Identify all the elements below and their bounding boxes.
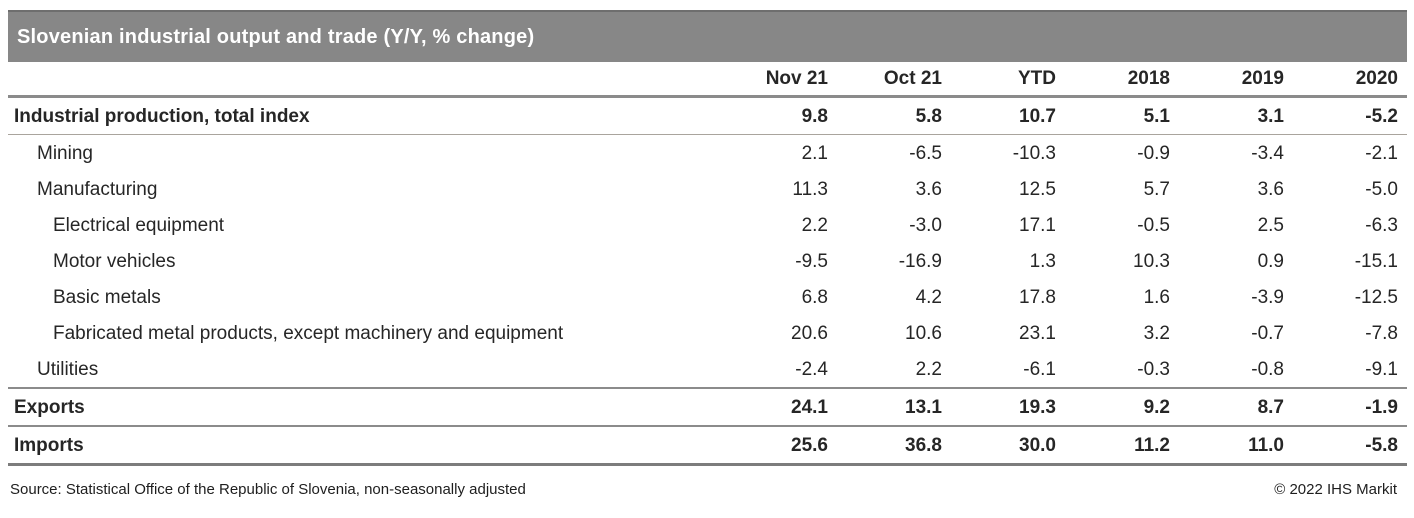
table-row: Utilities -2.4 2.2 -6.1 -0.3 -0.8 -9.1	[8, 351, 1407, 389]
value-cell: -5.8	[1293, 426, 1407, 466]
row-label: Industrial production, total index	[8, 96, 723, 135]
value-cell: 5.7	[1143, 178, 1170, 200]
value-cell: 2.2	[801, 214, 828, 236]
value-cell: 23.1	[1019, 322, 1056, 344]
value-cell: 3.1	[1179, 96, 1293, 135]
header-row: Nov 21 Oct 21 YTD 2018 2019 2020	[8, 62, 1407, 98]
value-cell: 19.3	[951, 388, 1065, 427]
value-cell: 24.1	[723, 388, 837, 427]
value-cell: 10.7	[951, 96, 1065, 135]
value-cell: -0.5	[1137, 214, 1170, 236]
value-cell: 3.6	[1257, 178, 1284, 200]
value-cell: -12.5	[1354, 286, 1398, 308]
value-cell: 30.0	[951, 426, 1065, 466]
column-header-spacer	[8, 62, 723, 98]
table-title: Slovenian industrial output and trade (Y…	[17, 25, 535, 48]
value-cell: -3.9	[1251, 286, 1284, 308]
column-header: 2019	[1179, 62, 1293, 98]
value-cell: 2.2	[837, 351, 951, 389]
row-label: Motor vehicles	[53, 250, 176, 272]
value-cell: -9.5	[795, 250, 828, 272]
column-header: Nov 21	[723, 62, 837, 98]
value-cell: 3.6	[915, 178, 942, 200]
table-row: Motor vehicles -9.5 -16.9 1.3 10.3 0.9 -15.1	[8, 243, 1407, 279]
row-label: Exports	[8, 388, 723, 427]
value-cell: 11.2	[1065, 426, 1179, 466]
value-cell: -0.9	[1137, 142, 1170, 164]
value-cell: -9.1	[1293, 351, 1407, 389]
row-label: Utilities	[8, 351, 723, 389]
value-cell: 11.0	[1179, 426, 1293, 466]
value-cell: -1.9	[1293, 388, 1407, 427]
value-cell: 8.7	[1179, 388, 1293, 427]
value-cell: -10.3	[1012, 142, 1056, 164]
value-cell: 1.3	[1029, 250, 1056, 272]
data-table: Nov 21 Oct 21 YTD 2018 2019 2020 Industrial p…	[8, 62, 1407, 466]
value-cell: -6.3	[1365, 214, 1398, 236]
table-row: Electrical equipment 2.2 -3.0 17.1 -0.5 2.5 -6…	[8, 207, 1407, 243]
row-label: Fabricated metal products, except machin…	[53, 322, 564, 344]
column-header: 2020	[1293, 62, 1407, 98]
value-cell: 5.1	[1065, 96, 1179, 135]
value-cell: 9.8	[723, 96, 837, 135]
value-cell: -0.3	[1065, 351, 1179, 389]
table-row: Exports 24.1 13.1 19.3 9.2 8.7 -1.9	[8, 388, 1407, 427]
value-cell: 10.3	[1133, 250, 1170, 272]
table-row: Basic metals 6.8 4.2 17.8 1.6 -3.9 -12.5	[8, 279, 1407, 315]
footer: Source: Statistical Office of the Republ…	[10, 481, 1397, 498]
table-row: Manufacturing 11.3 3.6 12.5 5.7 3.6 -5.0	[8, 171, 1407, 207]
value-cell: 4.2	[915, 286, 942, 308]
value-cell: 9.2	[1065, 388, 1179, 427]
table-row: Fabricated metal products, except machin…	[8, 315, 1407, 351]
table-header: Nov 21 Oct 21 YTD 2018 2019 2020	[8, 62, 1407, 98]
table-row: Industrial production, total index 9.8 5.8…	[8, 96, 1407, 135]
value-cell: 13.1	[837, 388, 951, 427]
table-row: Imports 25.6 36.8 30.0 11.2 11.0 -5.8	[8, 426, 1407, 466]
value-cell: 2.5	[1257, 214, 1284, 236]
value-cell: 17.8	[1019, 286, 1056, 308]
value-cell: -15.1	[1354, 250, 1398, 272]
value-cell: -6.5	[909, 142, 942, 164]
column-header: Oct 21	[837, 62, 951, 98]
value-cell: -3.4	[1251, 142, 1284, 164]
value-cell: 1.6	[1143, 286, 1170, 308]
value-cell: -7.8	[1365, 322, 1398, 344]
column-header: 2018	[1065, 62, 1179, 98]
table-row: Mining 2.1 -6.5 -10.3 -0.9 -3.4 -2.1	[8, 135, 1407, 172]
value-cell: -5.0	[1365, 178, 1398, 200]
value-cell: 5.8	[837, 96, 951, 135]
row-label: Imports	[8, 426, 723, 466]
row-label: Mining	[37, 142, 93, 164]
row-label: Manufacturing	[37, 178, 158, 200]
value-cell: -3.0	[909, 214, 942, 236]
value-cell: 36.8	[837, 426, 951, 466]
row-label: Electrical equipment	[53, 214, 225, 236]
table-title-bar: Slovenian industrial output and trade (Y…	[8, 10, 1407, 62]
value-cell: 10.6	[905, 322, 942, 344]
value-cell: -5.2	[1293, 96, 1407, 135]
value-cell: 20.6	[791, 322, 828, 344]
table-body: Industrial production, total index 9.8 5.8…	[8, 96, 1407, 466]
value-cell: -2.4	[723, 351, 837, 389]
source-note: Source: Statistical Office of the Republ…	[10, 481, 526, 498]
value-cell: 6.8	[801, 286, 828, 308]
value-cell: 25.6	[723, 426, 837, 466]
value-cell: 0.9	[1257, 250, 1284, 272]
value-cell: 11.3	[792, 178, 828, 200]
value-cell: 3.2	[1143, 322, 1170, 344]
value-cell: -6.1	[951, 351, 1065, 389]
value-cell: 2.1	[801, 142, 828, 164]
column-header: YTD	[951, 62, 1065, 98]
value-cell: 12.5	[1019, 178, 1056, 200]
value-cell: -16.9	[898, 250, 942, 272]
row-label: Basic metals	[53, 286, 161, 308]
report-page: Slovenian industrial output and trade (Y…	[0, 10, 1414, 498]
copyright-note: © 2022 IHS Markit	[1274, 481, 1397, 498]
value-cell: 17.1	[1019, 214, 1056, 236]
value-cell: -0.8	[1179, 351, 1293, 389]
value-cell: -2.1	[1365, 142, 1398, 164]
value-cell: -0.7	[1251, 322, 1284, 344]
